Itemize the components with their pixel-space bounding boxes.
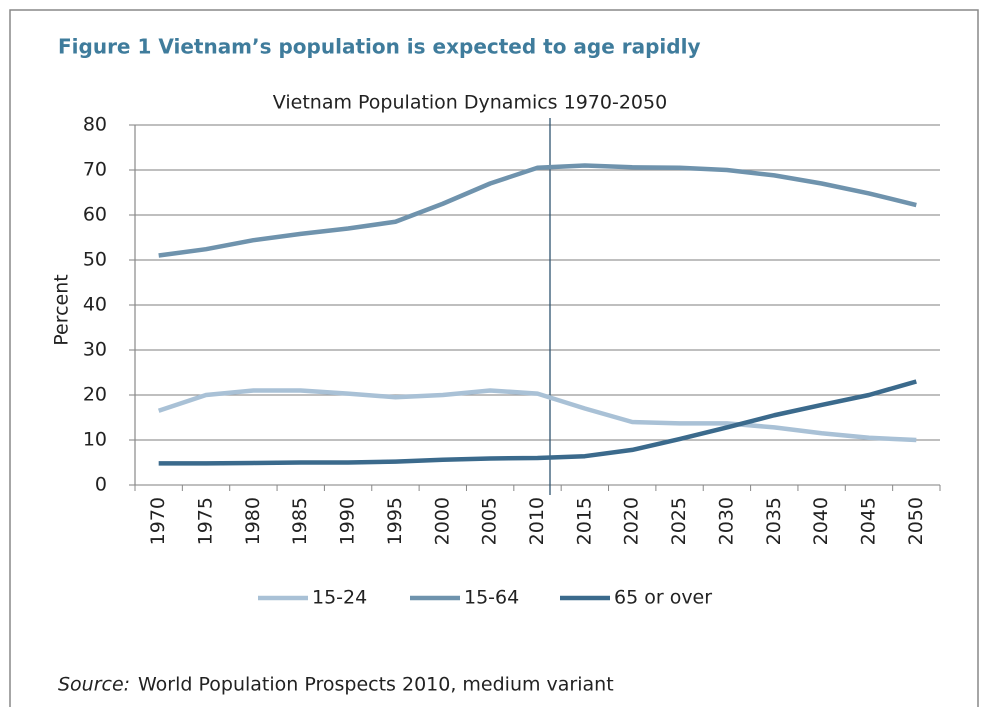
x-tick-label: 2020 bbox=[621, 497, 643, 545]
line-series bbox=[157, 388, 917, 443]
x-tick-label: 2005 bbox=[479, 497, 501, 545]
x-tick-label: 1980 bbox=[242, 497, 264, 545]
y-tick-label: 70 bbox=[83, 159, 107, 181]
x-tick-label: 1970 bbox=[147, 497, 169, 545]
line-series bbox=[158, 163, 917, 258]
figure-title: Figure 1 Vietnam’s population is expecte… bbox=[58, 35, 700, 59]
y-tick-label: 10 bbox=[83, 429, 107, 451]
x-tick-label: 2010 bbox=[526, 497, 548, 545]
chart-title: Vietnam Population Dynamics 1970-2050 bbox=[273, 92, 667, 114]
x-tick-label: 1995 bbox=[384, 497, 406, 545]
x-tick-label: 2035 bbox=[763, 497, 785, 545]
x-tick-label: 2030 bbox=[715, 497, 737, 545]
y-tick-label: 0 bbox=[95, 474, 107, 496]
legend-label: 15-24 bbox=[312, 587, 367, 609]
x-tick-label: 1975 bbox=[195, 497, 217, 545]
source: World Population Prospects 2010, medium … bbox=[138, 674, 614, 696]
legend-label: 65 or over bbox=[614, 587, 712, 609]
x-tick-label: 1990 bbox=[337, 497, 359, 545]
source-label: Source: bbox=[58, 674, 130, 696]
y-tick-label: 60 bbox=[83, 204, 107, 226]
x-tick-label: 1985 bbox=[289, 497, 311, 545]
x-tick-label: 2040 bbox=[810, 497, 832, 545]
y-tick-label: 80 bbox=[83, 114, 107, 136]
x-tick-label: 2050 bbox=[905, 497, 927, 545]
line-series bbox=[158, 379, 917, 466]
y-tick-label: 40 bbox=[83, 294, 107, 316]
x-tick-label: 2015 bbox=[573, 497, 595, 545]
frame bbox=[9, 9, 979, 707]
legend-label: 15-64 bbox=[464, 587, 519, 609]
y-tick-label: 30 bbox=[83, 339, 107, 361]
x-tick-label: 2045 bbox=[857, 497, 879, 545]
x-tick-label: 2025 bbox=[668, 497, 690, 545]
y-tick-label: 20 bbox=[83, 384, 107, 406]
x-tick-label: 2000 bbox=[431, 497, 453, 545]
y-axis-label: Percent bbox=[51, 274, 73, 346]
y-tick-label: 50 bbox=[83, 249, 107, 271]
